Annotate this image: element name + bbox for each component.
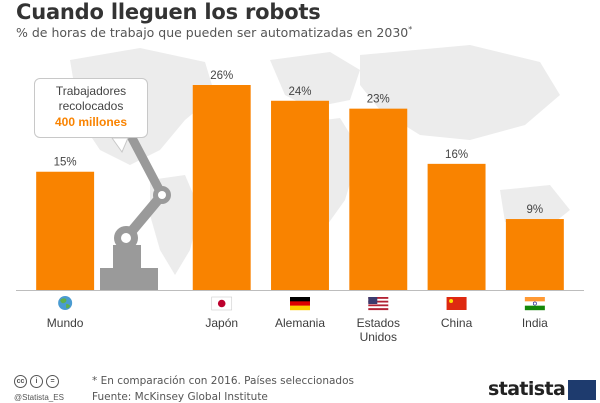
flag-star — [449, 299, 454, 303]
bar-china — [427, 163, 486, 290]
map-landmass — [500, 185, 570, 230]
chart-subtitle: % de horas de trabajo que pueden ser aut… — [16, 25, 412, 40]
globe-icon — [58, 296, 73, 310]
robot-upper-arm — [127, 133, 167, 200]
callout-pointer — [111, 137, 129, 154]
flag-sun — [217, 299, 226, 308]
india-flag-icon — [524, 297, 545, 311]
robot-joint-upper-hole — [158, 191, 166, 199]
bar-japon — [192, 85, 251, 290]
value-label: 9% — [527, 204, 544, 216]
category-label: Japón — [205, 316, 238, 330]
category-label: Mundo — [47, 316, 84, 330]
globe-icon-sea — [58, 296, 73, 310]
flag-stripe — [368, 298, 389, 301]
bars — [36, 85, 564, 291]
bar-mundo — [36, 171, 95, 290]
credit-handle: @Statista_ES — [14, 393, 64, 402]
brand-logo-text[interactable]: statista — [488, 378, 566, 400]
footer-source: Fuente: McKinsey Global Institute — [92, 391, 268, 403]
flag-stripe — [290, 297, 310, 302]
china-flag-icon — [446, 297, 467, 310]
globe-icon-land — [60, 298, 71, 309]
bar-india — [505, 219, 564, 290]
flag-stripe — [290, 305, 310, 311]
flag-stripe — [368, 308, 389, 311]
germany-flag-icon — [290, 297, 310, 311]
map-landmass — [360, 45, 560, 140]
category-label: China — [441, 316, 473, 330]
flag-wheel — [532, 301, 537, 306]
subtitle-marker: * — [408, 25, 413, 34]
category-label: Alemania — [275, 316, 325, 330]
flag-stripe — [368, 304, 389, 307]
brand-logo-icon[interactable] — [568, 380, 596, 400]
callout-line-1: Trabajadores — [55, 84, 127, 98]
flag-stripe — [368, 300, 389, 303]
map-landmass — [270, 52, 360, 108]
value-label: 23% — [367, 94, 390, 106]
bar-estados-unidos — [349, 108, 408, 291]
category-label: India — [522, 316, 548, 330]
value-label: 24% — [288, 86, 311, 98]
robot-joint-lower-hole — [121, 233, 131, 243]
flag-canton — [368, 297, 378, 304]
flag-stripe — [368, 306, 389, 309]
japan-flag-icon — [211, 296, 233, 311]
creative-commons-icon: cc — [14, 375, 27, 388]
value-label: 15% — [54, 157, 77, 169]
attribution-icon: i — [30, 375, 43, 388]
flag-field — [446, 297, 467, 310]
flag-stripe — [524, 301, 545, 306]
flag-stripe — [524, 305, 545, 311]
flag-stripe — [368, 302, 389, 305]
callout-box: Trabajadores recolocados 400 millones — [34, 78, 148, 138]
footer-note: * En comparación con 2016. Países selecc… — [92, 375, 354, 387]
flag-stripe — [524, 297, 545, 302]
callout-line-2: recolocados — [58, 99, 124, 113]
category-label: Estados — [357, 316, 400, 330]
category-icons — [58, 296, 545, 311]
value-label: 26% — [210, 70, 233, 82]
value-labels: 15% 26% 24% 23% 16% 9% — [54, 70, 544, 216]
category-label: Unidos — [360, 330, 397, 344]
usa-flag-icon — [368, 297, 389, 311]
license-icons: cc i = — [14, 375, 59, 388]
flag-stripe — [290, 301, 310, 306]
value-label: 16% — [445, 149, 468, 161]
callout-value: 400 millones — [54, 115, 128, 129]
subtitle-text: % de horas de trabajo que pueden ser aut… — [16, 25, 409, 41]
flag-stripe — [368, 297, 389, 299]
bar-alemania — [271, 100, 329, 291]
no-derivatives-icon: = — [46, 375, 59, 388]
chart-title: Cuando lleguen los robots — [16, 0, 321, 24]
robot-base — [100, 268, 158, 290]
